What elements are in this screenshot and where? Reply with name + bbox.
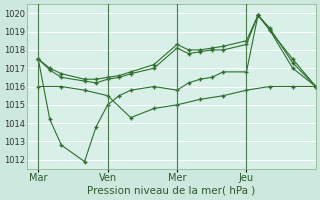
X-axis label: Pression niveau de la mer( hPa ): Pression niveau de la mer( hPa ) — [87, 186, 255, 196]
